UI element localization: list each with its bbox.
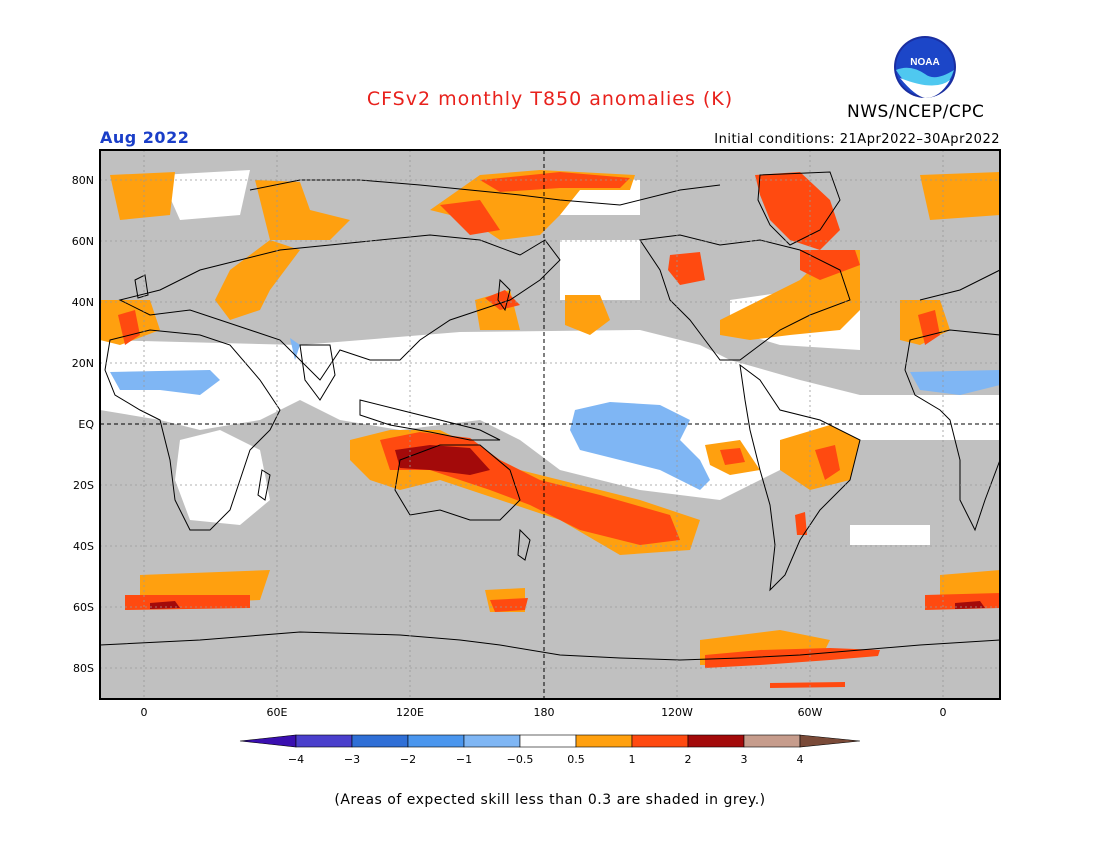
hot-arctic-band: [480, 172, 630, 192]
colorbar-box: [407, 734, 465, 748]
japan-outline: [497, 278, 511, 312]
hot-southern-pac-patch: [490, 598, 528, 612]
colorbar-label: 1: [628, 753, 636, 766]
very-hot-southern-ocean: [150, 601, 180, 609]
very-hot-southern-ocean-east: [955, 601, 985, 609]
lon-label: 120E: [396, 706, 424, 719]
colorbar-box: [519, 734, 577, 748]
valid-month: Aug 2022: [100, 128, 190, 147]
colorbar-label: −3: [343, 753, 361, 766]
warm-arctic-atl: [110, 172, 175, 220]
neutral-south-atl: [850, 525, 930, 545]
warm-ne-pacific: [565, 295, 610, 335]
colorbar-label: −0.5: [506, 753, 534, 766]
neutral-arctic-a: [160, 170, 250, 220]
lat-label: 40S: [73, 540, 94, 553]
lat-label: 60S: [73, 601, 94, 614]
maritime-outline: [359, 399, 501, 441]
lat-label: 80N: [71, 174, 94, 187]
antarctica-outline: [99, 631, 1001, 661]
lon-label: 60E: [266, 706, 288, 719]
colorbar-label: 0.5: [567, 753, 585, 766]
colorbar-min-arrow: [239, 734, 297, 748]
south-america-outline: [739, 363, 861, 592]
madagascar-outline: [257, 469, 271, 501]
noaa-logo: NOAA: [894, 36, 956, 98]
colorbar-label: −1: [455, 753, 473, 766]
eurasia-outline: [118, 234, 561, 381]
colorbar-box: [743, 734, 801, 748]
agency-label: NWS/NCEP/CPC: [847, 102, 985, 122]
hot-pacific-south: [720, 448, 745, 465]
coastlines: [99, 171, 1001, 661]
lat-label: 80S: [73, 662, 94, 675]
cool-arabia: [290, 338, 300, 360]
colorbar-label: −2: [399, 753, 417, 766]
hot-chile: [795, 512, 807, 535]
lat-label: 20S: [73, 479, 94, 492]
lon-label: 0: [140, 706, 148, 719]
lat-label: 20N: [71, 357, 94, 370]
colorbar-box: [631, 734, 689, 748]
colorbar-max-arrow: [799, 734, 861, 748]
map-frame: [99, 149, 1001, 700]
new-zealand-outline: [517, 528, 531, 561]
hot-siberia: [440, 200, 500, 235]
colorbar-label: −4: [287, 753, 305, 766]
chart-title: CFSv2 monthly T850 anomalies (K): [366, 88, 734, 110]
greenland-outline: [757, 171, 841, 246]
lon-label: 180: [533, 706, 555, 719]
africa-outline: [104, 329, 281, 531]
neutral-north-pacific: [560, 240, 640, 300]
anomaly-fields: [100, 170, 1000, 688]
colorbar-label: 4: [796, 753, 804, 766]
india-outline: [299, 344, 336, 401]
gridlines: [100, 150, 1000, 699]
colorbar-box: [687, 734, 745, 748]
lon-label: 0: [939, 706, 947, 719]
uk-outline: [134, 274, 149, 299]
neutral-africa: [175, 430, 270, 525]
australia-outline: [394, 444, 521, 521]
lat-label: 60N: [71, 235, 94, 248]
colorbar-label: 2: [684, 753, 692, 766]
colorbar: [239, 734, 861, 748]
lat-label: 40N: [71, 296, 94, 309]
colorbar-box: [295, 734, 353, 748]
colorbar-box: [575, 734, 633, 748]
lat-label: EQ: [78, 418, 94, 431]
north-america-outline: [639, 234, 851, 361]
hot-southern-ocean: [125, 595, 250, 610]
lon-label: 120W: [661, 706, 693, 719]
colorbar-box: [463, 734, 521, 748]
colorbar-label: 3: [740, 753, 748, 766]
hot-antarctic: [705, 648, 880, 668]
lon-label: 60W: [797, 706, 823, 719]
hot-brazil: [815, 445, 840, 480]
noaa-logo-text: NOAA: [910, 57, 939, 68]
warm-greenland-east: [920, 172, 1000, 220]
footnote: (Areas of expected skill less than 0.3 a…: [334, 792, 766, 808]
cool-sahara-east: [910, 370, 1000, 395]
colorbar-box: [351, 734, 409, 748]
europe-outline-repeat: [919, 269, 1001, 301]
cool-sahara: [110, 370, 220, 395]
initial-conditions: Initial conditions: 21Apr2022–30Apr2022: [714, 132, 1000, 147]
hot-antarctic-strip: [770, 682, 845, 688]
